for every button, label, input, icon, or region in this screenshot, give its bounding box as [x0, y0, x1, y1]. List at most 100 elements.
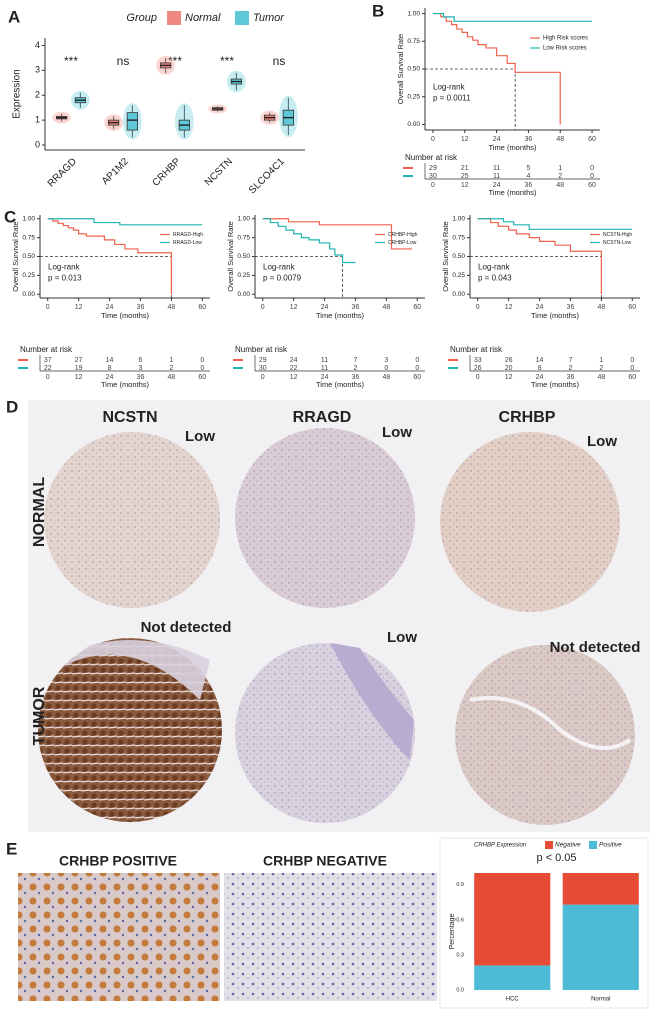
y-tick-label: 0.50	[22, 253, 35, 260]
annotation: Log-rank	[433, 82, 466, 91]
risk-x-tick-label: 48	[382, 374, 390, 381]
annotation: Log-rank	[48, 263, 81, 272]
annotation: p = 0.0011	[433, 93, 471, 102]
bar-segment	[474, 965, 551, 990]
legend-swatch	[589, 841, 597, 849]
risk-count: 11	[493, 173, 500, 180]
risk-count: 1	[169, 357, 173, 364]
x-axis-label: Time (months)	[316, 311, 365, 320]
row-title: TUMOR	[31, 686, 48, 745]
risk-count: 14	[106, 357, 114, 364]
risk-count: 0	[415, 365, 419, 372]
legend-title: Group	[126, 12, 157, 24]
expression-level: Not detected	[141, 619, 232, 636]
x-tick-label: RRAGD	[46, 156, 79, 189]
legend-title: CRHBP Expression	[474, 843, 527, 849]
legend-label: High Risk scores	[543, 36, 588, 42]
risk-count: 2	[569, 365, 573, 372]
y-tick-label: 0.75	[452, 234, 465, 241]
legend-label: RRAGD-High	[173, 232, 203, 238]
risk-x-tick-label: 60	[413, 374, 421, 381]
risk-title: Number at risk	[20, 345, 73, 354]
risk-count: 30	[259, 365, 267, 372]
risk-count: 2	[558, 173, 562, 180]
survival-curve	[432, 12, 593, 22]
risk-count: 21	[461, 165, 469, 172]
x-tick-label: 0	[46, 304, 50, 311]
risk-count: 22	[290, 365, 298, 372]
risk-x-label: Time (months)	[316, 380, 365, 389]
y-tick-label: 0.50	[407, 66, 420, 73]
risk-x-tick-label: 48	[556, 182, 564, 189]
risk-x-tick-label: 48	[597, 374, 605, 381]
x-tick-label: 24	[106, 304, 114, 311]
legend-label: NCSTN-Low	[603, 240, 631, 246]
y-axis-label: Overall Survival Rate	[11, 221, 20, 291]
x-axis-label: Time (months)	[531, 311, 580, 320]
legend-label: Low Risk scores	[543, 46, 587, 52]
y-tick-label: 1.00	[452, 215, 465, 222]
x-tick-label: 48	[597, 304, 605, 311]
risk-count: 19	[75, 365, 83, 372]
x-tick-label: Normal	[591, 997, 610, 1003]
x-tick-label: 60	[588, 136, 596, 143]
y-tick-label: 0.75	[22, 234, 35, 241]
risk-x-tick-label: 60	[198, 374, 206, 381]
risk-title: Number at risk	[405, 153, 458, 162]
legend-label: CRHBP-Low	[388, 240, 417, 246]
annotation: Log-rank	[478, 263, 511, 272]
risk-x-tick-label: 0	[476, 374, 480, 381]
risk-count: 26	[474, 365, 482, 372]
expression-level: Low	[382, 424, 412, 441]
y-tick-label: 0.25	[237, 272, 250, 279]
x-tick-label: 12	[290, 304, 298, 311]
survival-curve	[477, 218, 602, 295]
bar-segment	[562, 873, 639, 905]
survival-curve	[47, 218, 172, 295]
x-tick-label: 12	[461, 136, 469, 143]
risk-count: 2	[354, 365, 358, 372]
significance: ns	[117, 54, 130, 68]
annotation: p = 0.0079	[263, 274, 302, 283]
risk-count: 0	[590, 165, 594, 172]
risk-x-tick-label: 36	[525, 182, 533, 189]
risk-count: 3	[139, 365, 143, 372]
y-tick-label: 1.00	[407, 10, 420, 17]
risk-x-label: Time (months)	[531, 380, 580, 389]
risk-x-tick-label: 36	[352, 374, 360, 381]
survival-curve	[432, 12, 561, 125]
panel-label: A	[8, 7, 20, 26]
risk-count: 0	[630, 365, 634, 372]
risk-x-tick-label: 12	[505, 374, 513, 381]
risk-count: 1	[599, 357, 603, 364]
survival-curve	[477, 218, 633, 230]
stain-image	[224, 873, 437, 1001]
y-tick-label: 0.3	[456, 952, 464, 958]
x-tick-label: 36	[567, 304, 575, 311]
risk-x-label: Time (months)	[101, 380, 150, 389]
x-tick-label: NCSTN	[203, 156, 235, 188]
risk-count: 11	[493, 165, 500, 172]
legend-label: Normal	[185, 12, 221, 24]
y-tick-label: 2	[35, 90, 40, 100]
y-tick-label: 1.00	[22, 215, 35, 222]
expression-level: Low	[387, 629, 417, 646]
x-tick-label: 60	[628, 304, 636, 311]
x-tick-label: 24	[321, 304, 329, 311]
annotation: p = 0.043	[478, 274, 512, 283]
risk-count: 7	[569, 357, 573, 364]
y-tick-label: 0.6	[456, 917, 464, 923]
bar-segment	[562, 904, 639, 990]
risk-x-tick-label: 60	[588, 182, 596, 189]
y-tick-label: 0.0	[456, 987, 464, 993]
y-axis-label: Overall Survival Rate	[396, 34, 405, 104]
y-tick-label: 1	[35, 115, 40, 125]
y-axis-label: Expression	[12, 69, 23, 118]
stain-title: CRHBP POSITIVE	[59, 853, 177, 869]
x-tick-label: 60	[198, 304, 206, 311]
risk-count: 30	[429, 173, 437, 180]
y-tick-label: 0.00	[407, 121, 420, 128]
legend-swatch	[545, 841, 553, 849]
risk-x-tick-label: 36	[567, 374, 575, 381]
